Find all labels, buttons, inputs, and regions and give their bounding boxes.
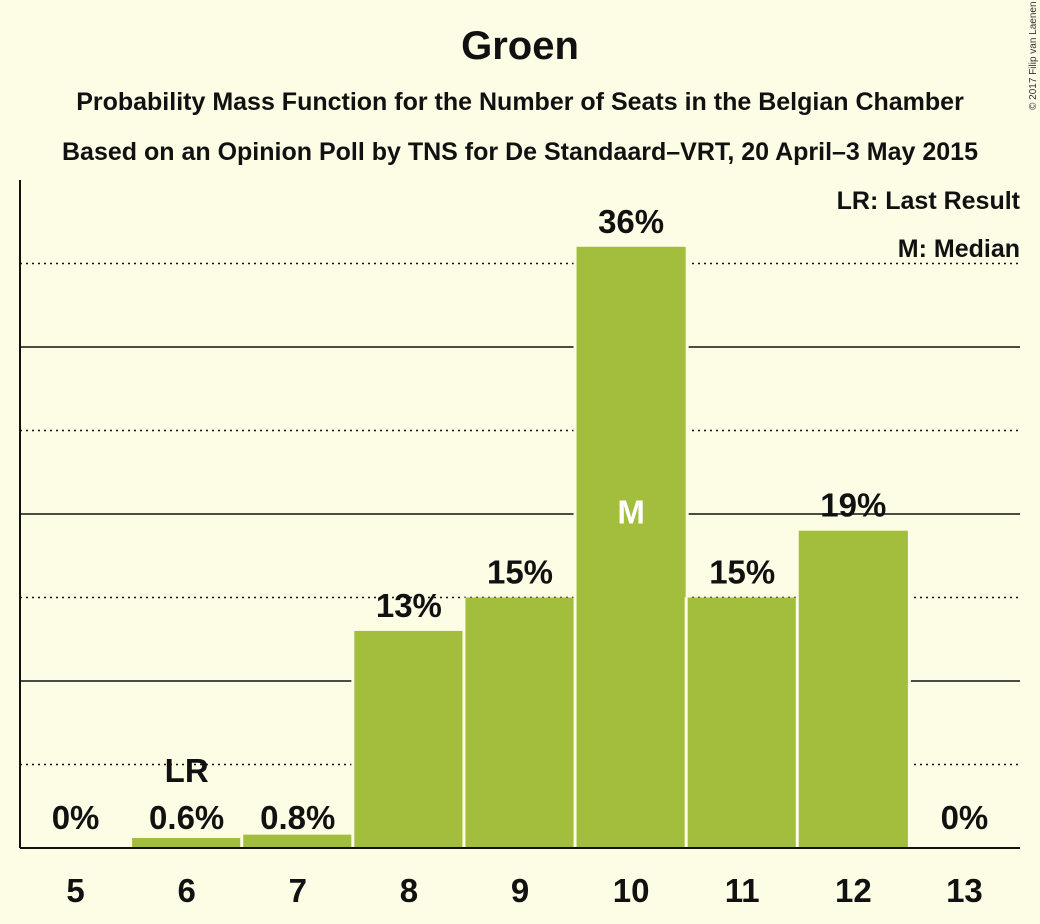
value-label-8: 13%	[376, 587, 442, 624]
x-tick-12: 12	[835, 872, 872, 909]
x-tick-8: 8	[400, 872, 418, 909]
x-tick-10: 10	[613, 872, 650, 909]
bar-12	[798, 530, 908, 848]
bars	[129, 246, 911, 849]
x-tick-9: 9	[511, 872, 529, 909]
x-tick-6: 6	[177, 872, 195, 909]
value-label-9: 15%	[487, 554, 553, 591]
value-label-13: 0%	[941, 799, 989, 836]
value-label-7: 0.8%	[260, 799, 335, 836]
last-result-marker: LR	[165, 752, 209, 789]
x-tick-5: 5	[66, 872, 84, 909]
chart-title: Groen	[461, 24, 579, 68]
value-label-11: 15%	[709, 554, 775, 591]
value-label-6: 0.6%	[149, 799, 224, 836]
value-label-12: 19%	[820, 487, 886, 524]
legend-median: M: Median	[898, 235, 1020, 263]
bar-8	[354, 630, 464, 848]
legend-last-result: LR: Last Result	[837, 187, 1021, 215]
x-tick-labels: 5 6 7 8 9 10 11 12 13	[66, 872, 982, 909]
bar-7	[243, 834, 353, 848]
x-tick-13: 13	[946, 872, 983, 909]
bar-6	[132, 837, 242, 848]
value-labels: 0% 0.6% LR 0.8% 13% 15% 36% M 15% 19% 0%	[52, 203, 989, 836]
value-label-5: 0%	[52, 799, 100, 836]
x-tick-7: 7	[289, 872, 307, 909]
chart-subtitle-line-1: Probability Mass Function for the Number…	[76, 88, 964, 116]
value-label-10: 36%	[598, 203, 664, 240]
bar-10	[576, 246, 686, 849]
x-tick-11: 11	[725, 872, 760, 909]
bar-11	[687, 597, 797, 848]
median-marker: M	[617, 493, 645, 530]
bar-9	[465, 597, 575, 848]
chart-subtitle-line-2: Based on an Opinion Poll by TNS for De S…	[62, 138, 978, 166]
